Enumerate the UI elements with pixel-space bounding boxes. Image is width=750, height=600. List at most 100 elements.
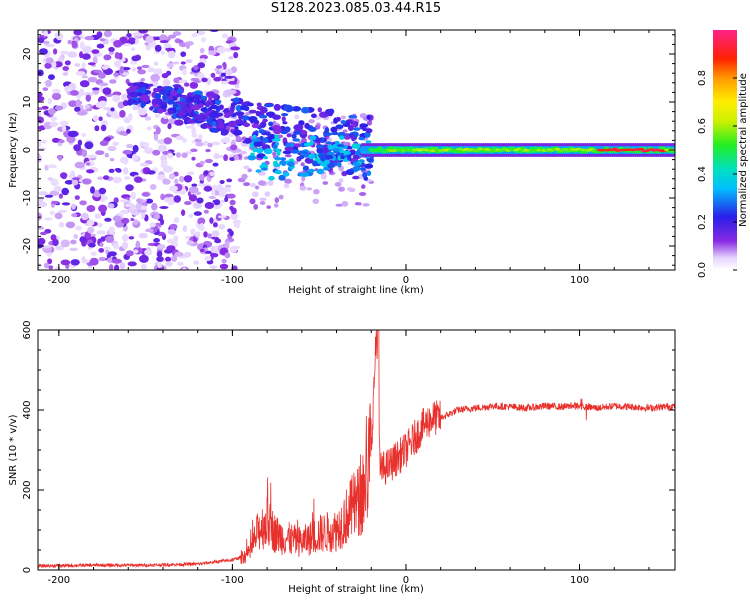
heatmap-cell <box>100 236 106 242</box>
heatmap-cell <box>165 47 175 52</box>
heatmap-cell <box>189 81 199 89</box>
heatmap-cell <box>47 98 52 105</box>
heatmap-cell <box>286 133 292 138</box>
heatmap-cell <box>229 205 234 211</box>
heatmap-cell <box>96 31 103 39</box>
heatmap-cell <box>99 140 109 146</box>
heatmap-cell <box>220 72 227 77</box>
heatmap-cell <box>312 160 318 167</box>
heatmap-cell <box>211 141 221 146</box>
heatmap-cell <box>60 239 70 248</box>
heatmap-cell <box>152 149 161 156</box>
heatmap-cell <box>115 169 122 173</box>
heatmap-cell <box>291 106 302 112</box>
heatmap-cell <box>366 120 373 126</box>
spectrogram-heatmap <box>38 30 675 270</box>
heatmap-cell <box>114 60 122 68</box>
heatmap-cell <box>84 36 95 41</box>
heatmap-cell <box>217 215 227 219</box>
heatmap-cell <box>301 137 307 143</box>
heatmap-cell <box>181 152 188 158</box>
heatmap-cell <box>163 137 173 145</box>
heatmap-cell <box>146 126 152 131</box>
heatmap-cell <box>203 185 213 192</box>
heatmap-cell <box>151 202 158 211</box>
heatmap-cell <box>82 53 91 60</box>
heatmap-cell <box>211 188 216 197</box>
heatmap-cell <box>94 213 102 219</box>
heatmap-cell <box>128 236 135 240</box>
heatmap-cell <box>38 201 48 208</box>
heatmap-cell <box>48 74 55 80</box>
heatmap-cell <box>96 43 105 49</box>
heatmap-cell <box>130 191 136 200</box>
spectrogram-y-axis-label: Frequency (Hz) <box>8 112 19 188</box>
heatmap-cell <box>274 156 282 161</box>
heatmap-cell <box>264 103 274 108</box>
heatmap-cell <box>203 231 208 238</box>
heatmap-cell <box>144 249 153 256</box>
heatmap-cell <box>43 262 50 269</box>
heatmap-cell <box>230 102 236 109</box>
heatmap-cell <box>89 257 99 266</box>
heatmap-cell <box>181 104 188 111</box>
heatmap-cell <box>158 102 167 106</box>
heatmap-cell <box>239 120 246 125</box>
heatmap-cell <box>301 175 306 182</box>
y-tick-label: -10 <box>22 190 33 206</box>
heatmap-cell <box>123 43 132 47</box>
heatmap-cell <box>93 69 102 74</box>
heatmap-cell <box>335 203 344 207</box>
heatmap-cell <box>197 72 205 79</box>
heatmap-cell <box>204 202 215 209</box>
heatmap-cell <box>49 121 59 127</box>
snr-plot-area <box>38 330 675 570</box>
heatmap-cell <box>246 102 254 107</box>
heatmap-cell <box>300 162 305 167</box>
heatmap-cell <box>272 114 281 120</box>
heatmap-cell <box>193 211 202 216</box>
heatmap-cell <box>348 115 358 119</box>
heatmap-cell <box>137 209 147 213</box>
heatmap-cell <box>38 111 42 117</box>
colorbar-tick-label: 0.2 <box>697 214 708 230</box>
heatmap-cell <box>191 127 197 135</box>
heatmap-cell <box>261 162 267 166</box>
heatmap-cell <box>255 110 261 117</box>
heatmap-cell <box>54 105 64 111</box>
heatmap-cell <box>293 124 304 131</box>
heatmap-cell <box>98 204 108 213</box>
heatmap-cell <box>108 168 115 173</box>
heatmap-cell <box>51 200 60 205</box>
heatmap-cell <box>274 170 282 175</box>
heatmap-cell <box>74 195 80 201</box>
heatmap-cell <box>203 209 209 214</box>
heatmap-cell <box>55 245 64 251</box>
colorbar: 0.0 0.2 0.4 0.6 0.8 Normalized spectral ampl… <box>697 30 749 278</box>
heatmap-cell <box>81 149 88 158</box>
heatmap-cell <box>210 72 216 78</box>
heatmap-cell <box>360 167 366 172</box>
heatmap-cell <box>89 233 97 237</box>
heatmap-cell <box>144 147 154 155</box>
heatmap-cell <box>338 178 344 183</box>
heatmap-cell <box>38 237 46 245</box>
heatmap-cell <box>243 122 251 127</box>
heatmap-cell <box>259 114 268 119</box>
heatmap-cell <box>308 119 316 124</box>
heatmap-cell <box>149 184 157 190</box>
heatmap-cell <box>199 223 204 230</box>
heatmap-cell <box>233 97 240 104</box>
heatmap-cell <box>240 150 247 155</box>
heatmap-cell <box>98 248 105 253</box>
heatmap-cell <box>120 199 129 203</box>
heatmap-cell <box>98 187 107 195</box>
heatmap-cell <box>301 106 310 114</box>
heatmap-cell <box>284 154 292 158</box>
y-tick-label: 600 <box>22 320 33 339</box>
heatmap-cell <box>258 129 266 134</box>
heatmap-cell <box>107 251 117 257</box>
heatmap-cell <box>77 139 83 146</box>
heatmap-cell <box>215 99 222 104</box>
